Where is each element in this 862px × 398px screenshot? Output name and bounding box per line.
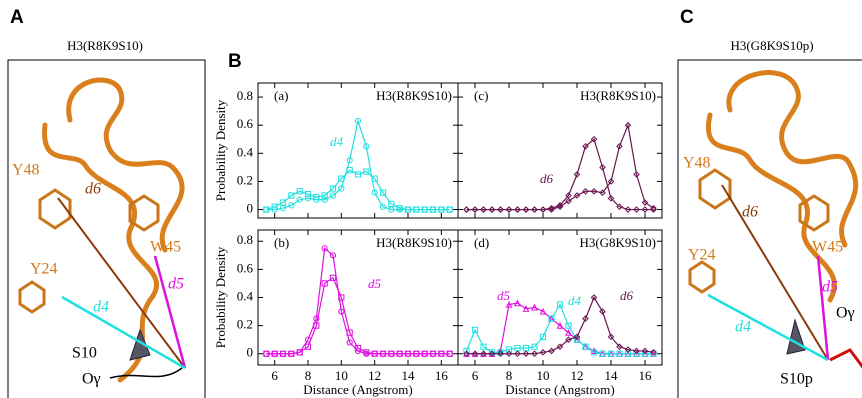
distance-label: d4	[93, 299, 109, 316]
x-tick-label: 6	[271, 368, 278, 383]
y-tick-label: 0.8	[237, 88, 253, 103]
y-tick-label: 0.2	[237, 172, 253, 187]
residue-label: Y24	[30, 261, 58, 278]
x-axis-label: Distance (Angstrom)	[505, 382, 614, 397]
atom-label: Oγ	[82, 371, 101, 388]
plot-frame	[458, 83, 662, 218]
subplot-title: H3(G8K9S10)	[579, 235, 656, 250]
annotation: d4	[330, 134, 344, 149]
x-tick-label: 8	[305, 368, 312, 383]
subplot-label: (c)	[474, 88, 488, 103]
x-tick-label: 10	[537, 368, 550, 383]
distance-label: d5	[822, 279, 838, 296]
x-tick-label: 6	[472, 368, 479, 383]
subplot-label: (b)	[274, 235, 289, 250]
annotation: d6	[540, 171, 554, 186]
y-axis-label: Probability Density	[213, 99, 228, 201]
molecule	[690, 73, 862, 370]
subplot-title: H3(R8K9S10)	[580, 88, 656, 103]
x-tick-label: 14	[402, 368, 416, 383]
series-line	[467, 139, 654, 209]
residue-label: W45	[150, 239, 181, 256]
y-tick-label: 0.4	[237, 144, 254, 159]
subplot-label: (a)	[274, 88, 288, 103]
molecule	[20, 80, 185, 380]
distance-label: d6	[742, 204, 758, 221]
y-tick-label: 0	[247, 345, 254, 360]
annotation: d4	[568, 293, 582, 308]
x-tick-label: 16	[435, 368, 449, 383]
x-tick-label: 8	[506, 368, 513, 383]
y-tick-label: 0	[247, 201, 254, 216]
series-line	[467, 125, 654, 209]
series-line	[266, 278, 449, 354]
series-line	[266, 248, 449, 353]
plot-frame	[258, 230, 458, 365]
x-tick-label: 14	[605, 368, 619, 383]
residue-label: W45	[812, 239, 843, 256]
panel-letter: B	[228, 51, 242, 72]
panel-title: H3(G8K9S10p)	[730, 38, 813, 53]
x-tick-label: 10	[335, 368, 348, 383]
residue-label: S10	[72, 345, 97, 362]
residue-label: Y24	[688, 247, 716, 264]
distance-label: d4	[735, 319, 751, 336]
x-tick-label: 12	[368, 368, 381, 383]
y-tick-label: 0.4	[237, 288, 254, 303]
residue-label: Y48	[683, 155, 711, 172]
x-axis-label: Distance (Angstrom)	[303, 382, 412, 397]
subplot-title: H3(R8K9S10)	[376, 235, 452, 250]
y-tick-label: 0.6	[237, 116, 254, 131]
x-tick-label: 12	[571, 368, 584, 383]
panel-letter: A	[10, 7, 24, 28]
x-tick-label: 16	[639, 368, 653, 383]
y-tick-label: 0.6	[237, 260, 254, 275]
panel-frame	[678, 60, 862, 398]
figure: A H3(R8K9S10) Y48 d6 W45 Y24 d5 d4 S10 O…	[0, 0, 862, 398]
distance-label: d5	[168, 276, 184, 293]
annotation: d6	[620, 288, 634, 303]
atom-label: Oγ	[836, 305, 855, 322]
distance-label: d6	[85, 181, 101, 198]
panel-title: H3(R8K9S10)	[67, 38, 143, 53]
y-tick-label: 0.8	[237, 232, 253, 247]
annotation: d5	[497, 288, 511, 303]
panel-frame	[8, 60, 205, 398]
panel-letter: C	[680, 7, 694, 28]
residue-label: Y48	[12, 162, 40, 179]
y-axis-label: Probability Density	[213, 246, 228, 348]
subplot-label: (d)	[474, 235, 489, 250]
residue-label: S10p	[780, 371, 813, 388]
annotation: d5	[368, 276, 382, 291]
subplot-title: H3(R8K9S10)	[376, 88, 452, 103]
y-tick-label: 0.2	[237, 317, 253, 332]
